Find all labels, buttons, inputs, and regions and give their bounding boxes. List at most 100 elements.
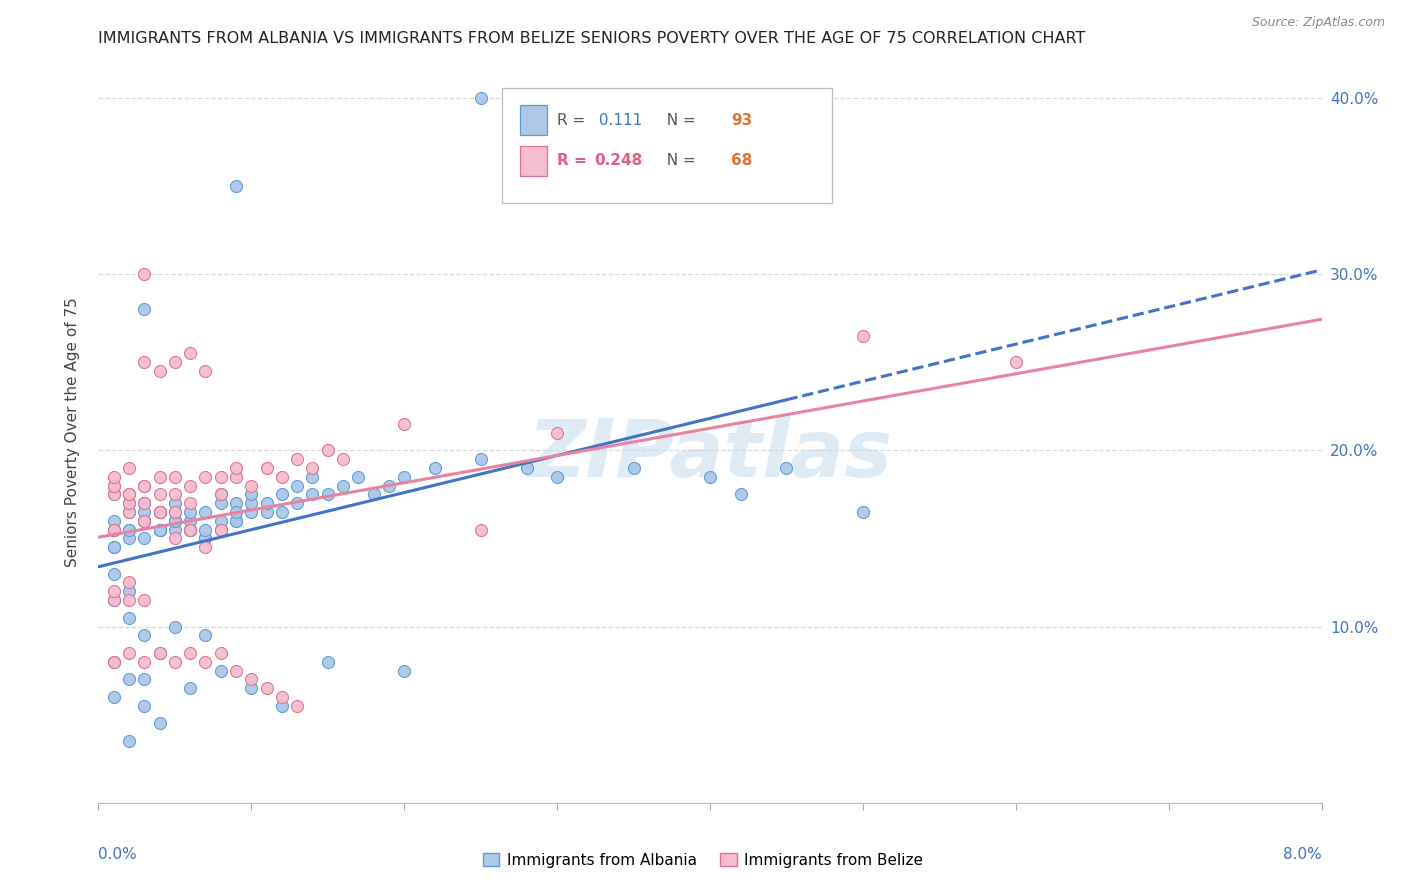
Point (163, 469, 186, 483)
Point (194, 523, 217, 537)
Point (623, 461, 645, 475)
Point (134, 628, 156, 642)
Point (209, 487, 232, 501)
Text: N =: N = (658, 112, 702, 128)
Point (194, 628, 217, 642)
Text: 0.111: 0.111 (593, 112, 643, 128)
Point (134, 478, 156, 492)
Point (225, 469, 247, 483)
Point (301, 469, 323, 483)
Point (240, 681, 263, 696)
Point (103, 487, 125, 501)
Point (149, 523, 172, 537)
Point (1004, 355, 1026, 369)
Point (163, 505, 186, 519)
Point (592, 153, 614, 167)
Point (775, 461, 797, 475)
Point (118, 505, 141, 519)
Point (270, 698, 294, 713)
Point (256, 461, 278, 475)
Point (118, 461, 141, 475)
Point (225, 178, 247, 193)
Point (194, 469, 217, 483)
Text: IMMIGRANTS FROM ALBANIA VS IMMIGRANTS FROM BELIZE SENIORS POVERTY OVER THE AGE O: IMMIGRANTS FROM ALBANIA VS IMMIGRANTS FR… (98, 31, 1085, 46)
Point (852, 505, 875, 519)
Point (103, 584, 125, 599)
Point (194, 540, 217, 554)
Point (103, 540, 125, 554)
Text: ZIPatlas: ZIPatlas (527, 416, 893, 494)
Point (270, 690, 294, 704)
Point (118, 646, 141, 660)
Point (285, 698, 308, 713)
Point (209, 523, 232, 537)
Point (149, 505, 172, 519)
Point (134, 478, 156, 492)
FancyBboxPatch shape (520, 105, 547, 135)
Point (470, 523, 492, 537)
Point (118, 593, 141, 607)
Point (149, 469, 172, 483)
Point (270, 505, 294, 519)
Text: 8.0%: 8.0% (1282, 847, 1322, 863)
Text: N =: N = (658, 153, 702, 169)
Point (240, 487, 263, 501)
Point (378, 478, 401, 492)
Point (225, 461, 247, 475)
Point (134, 302, 156, 317)
Point (103, 478, 125, 492)
Point (163, 505, 186, 519)
Point (209, 514, 232, 528)
Point (285, 478, 308, 492)
Point (316, 655, 339, 669)
Point (179, 496, 201, 510)
Point (103, 655, 125, 669)
Point (134, 496, 156, 510)
Point (209, 523, 232, 537)
Point (103, 487, 125, 501)
Legend: Immigrants from Albania, Immigrants from Belize: Immigrants from Albania, Immigrants from… (477, 847, 929, 873)
Point (118, 523, 141, 537)
Point (134, 593, 156, 607)
Point (332, 478, 354, 492)
Point (179, 646, 201, 660)
Point (179, 514, 201, 528)
Y-axis label: Seniors Poverty Over the Age of 75: Seniors Poverty Over the Age of 75 (65, 298, 80, 567)
Point (163, 514, 186, 528)
Point (103, 593, 125, 607)
Point (546, 469, 568, 483)
Point (285, 496, 308, 510)
Point (149, 523, 172, 537)
Point (149, 487, 172, 501)
Point (103, 469, 125, 483)
Point (332, 452, 354, 467)
Point (194, 532, 217, 546)
Point (392, 469, 416, 483)
Point (225, 505, 247, 519)
Point (163, 619, 186, 633)
Point (256, 496, 278, 510)
Point (103, 655, 125, 669)
Point (209, 469, 232, 483)
Point (118, 487, 141, 501)
Point (134, 532, 156, 546)
Point (134, 355, 156, 369)
Point (103, 514, 125, 528)
Point (149, 505, 172, 519)
Point (149, 364, 172, 378)
Point (240, 496, 263, 510)
Point (209, 646, 232, 660)
Text: Source: ZipAtlas.com: Source: ZipAtlas.com (1251, 16, 1385, 29)
Text: R =: R = (557, 112, 591, 128)
Point (316, 487, 339, 501)
Point (134, 698, 156, 713)
Point (149, 646, 172, 660)
Point (118, 734, 141, 748)
Point (225, 496, 247, 510)
Point (179, 523, 201, 537)
Point (118, 487, 141, 501)
Point (149, 523, 172, 537)
Text: R =: R = (557, 153, 592, 169)
Point (316, 443, 339, 458)
Point (240, 673, 263, 687)
